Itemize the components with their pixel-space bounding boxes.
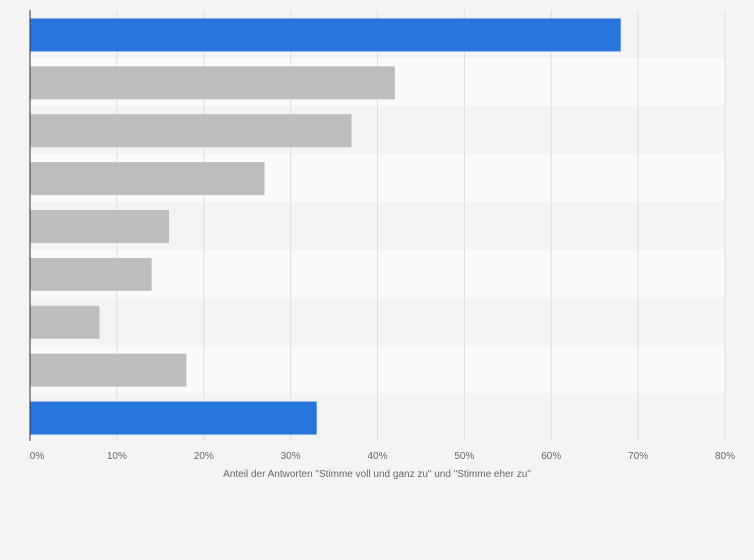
x-tick-label: 70% (628, 451, 648, 462)
x-tick-label: 20% (194, 451, 214, 462)
bar[interactable] (30, 162, 265, 196)
bar[interactable] (30, 66, 395, 100)
bar[interactable] (30, 210, 169, 243)
x-tick-labels: 0% 10% 20% 30% 40% 50% 60% 70% 80% (30, 451, 735, 462)
x-tick-label: 0% (30, 451, 45, 462)
x-tick-label: 60% (541, 451, 561, 462)
bar[interactable] (30, 401, 317, 435)
x-tick-label: 30% (281, 451, 301, 462)
bar[interactable] (30, 353, 187, 387)
x-axis-title: Anteil der Antworten "Stimme voll und ga… (223, 469, 531, 480)
bars (30, 18, 621, 435)
bar[interactable] (30, 257, 152, 291)
x-tick-label: 10% (107, 451, 127, 462)
bar[interactable] (30, 305, 100, 339)
x-tick-label: 80% (715, 451, 735, 462)
x-tick-label: 40% (367, 451, 387, 462)
x-tick-label: 50% (454, 451, 474, 462)
bar[interactable] (30, 18, 621, 52)
bar[interactable] (30, 114, 352, 148)
